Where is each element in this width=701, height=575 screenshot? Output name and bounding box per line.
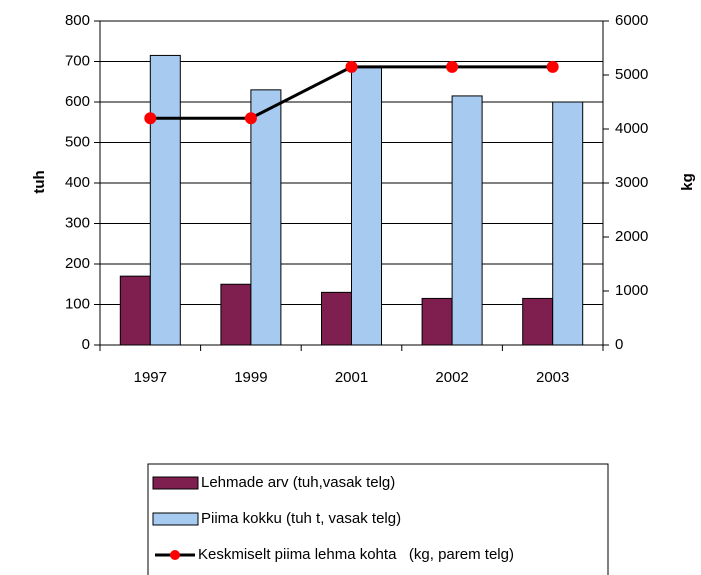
- y-tick-label: 100: [65, 295, 90, 312]
- y2-axis-label: kg: [679, 173, 696, 191]
- x-tick-label: 2002: [435, 369, 468, 386]
- y-tick-label: 800: [65, 12, 90, 29]
- y-tick-label: 500: [65, 133, 90, 150]
- legend-marker: [170, 550, 180, 560]
- legend-label: Lehmade arv (tuh,vasak telg): [201, 474, 395, 491]
- y2-tick-label: 0: [615, 336, 623, 353]
- bar: [451, 95, 483, 346]
- x-tick-label: 2001: [335, 369, 368, 386]
- x-tick-label: 1999: [234, 369, 267, 386]
- x-tick-label: 2003: [536, 369, 569, 386]
- y2-tick-label: 5000: [615, 66, 648, 83]
- y2-tick-label: 3000: [615, 174, 648, 191]
- legend-swatch: [152, 512, 199, 526]
- y-axis-label: tuh: [31, 170, 48, 193]
- legend-swatch: [152, 476, 199, 490]
- bar: [250, 89, 282, 346]
- y2-tick-label: 4000: [615, 120, 648, 137]
- y-tick-label: 600: [65, 93, 90, 110]
- bar: [522, 297, 554, 346]
- y2-tick-label: 2000: [615, 228, 648, 245]
- y-tick-label: 400: [65, 174, 90, 191]
- y2-tick-label: 6000: [615, 12, 648, 29]
- legend-box: [147, 463, 609, 575]
- x-tick-label: 1997: [134, 369, 167, 386]
- bar: [421, 297, 453, 346]
- marker: [546, 60, 559, 73]
- legend-label: Piima kokku (tuh t, vasak telg): [201, 510, 401, 527]
- marker: [144, 112, 157, 125]
- bar: [552, 101, 584, 346]
- marker: [244, 112, 257, 125]
- y-tick-label: 300: [65, 214, 90, 231]
- marker: [446, 60, 459, 73]
- y-tick-label: 700: [65, 52, 90, 69]
- bar: [351, 67, 382, 346]
- marker: [345, 60, 358, 73]
- bar: [321, 291, 352, 346]
- legend-label: Keskmiselt piima lehma kohta (kg, parem …: [198, 546, 514, 563]
- bar: [119, 275, 151, 346]
- y2-tick-label: 1000: [615, 282, 648, 299]
- y-tick-label: 0: [82, 336, 90, 353]
- bar: [220, 283, 252, 346]
- bar: [149, 54, 181, 346]
- y-tick-label: 200: [65, 255, 90, 272]
